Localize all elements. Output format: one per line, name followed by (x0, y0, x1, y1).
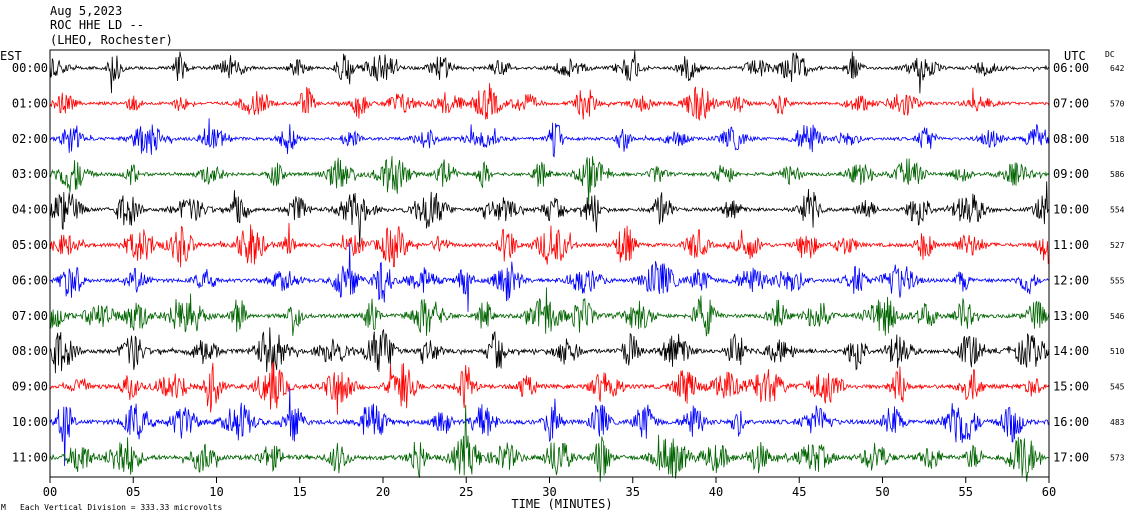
seismic-trace-0200 (49, 118, 1050, 158)
dc-offset-label: 527 (1110, 241, 1125, 250)
x-tick-label: 05 (126, 485, 140, 499)
x-tick-label: 30 (542, 485, 556, 499)
dc-offset-label: 586 (1110, 170, 1125, 179)
est-time-label: 06:00 (12, 273, 48, 287)
utc-time-label: 07:00 (1053, 96, 1089, 110)
seismic-trace-0600 (49, 242, 1050, 312)
dc-offset-label: 554 (1110, 206, 1125, 215)
dc-offset-label: 518 (1110, 135, 1125, 144)
utc-time-label: 16:00 (1053, 415, 1089, 429)
utc-time-label: 13:00 (1053, 309, 1089, 323)
x-tick-label: 20 (376, 485, 390, 499)
seismic-trace-0900 (49, 361, 1050, 415)
x-tick-label: 40 (709, 485, 723, 499)
x-tick-label: 35 (626, 485, 640, 499)
dc-offset-label: 555 (1110, 276, 1125, 285)
utc-axis-label: UTC (1064, 49, 1086, 63)
utc-time-label: 06:00 (1053, 61, 1089, 75)
est-time-label: 09:00 (12, 380, 48, 394)
est-time-label: 08:00 (12, 344, 48, 358)
dc-offset-label: 570 (1110, 99, 1125, 108)
seismic-trace-0400 (49, 181, 1050, 248)
x-tick-label: 25 (459, 485, 473, 499)
x-tick-label: 50 (875, 485, 889, 499)
est-time-label: 01:00 (12, 96, 48, 110)
header-date: Aug 5,2023 (50, 4, 123, 18)
est-time-label: 10:00 (12, 415, 48, 429)
utc-time-label: 12:00 (1053, 273, 1089, 287)
utc-time-label: 08:00 (1053, 132, 1089, 146)
seismic-trace-1000 (49, 387, 1050, 466)
dc-offset-label: 642 (1110, 64, 1125, 73)
x-axis-ticks: 00 05 10 15 20 25 30 35 40 45 50 55 60 (43, 477, 1056, 499)
utc-time-label: 17:00 (1053, 450, 1089, 464)
scale-note: Each Vertical Division = 333.33 microvol… (20, 503, 222, 512)
header-station: ROC HHE LD -- (50, 18, 144, 32)
x-tick-label: 00 (43, 485, 57, 499)
utc-time-label: 09:00 (1053, 167, 1089, 181)
seismic-trace-1100 (49, 404, 1050, 482)
utc-time-label: 15:00 (1053, 380, 1089, 394)
est-time-label: 03:00 (12, 167, 48, 181)
est-time-label: 02:00 (12, 132, 48, 146)
dc-offset-label: 483 (1110, 418, 1125, 427)
est-time-label: 04:00 (12, 203, 48, 217)
dc-column-label: DC (1105, 50, 1115, 59)
dc-offset-label: 546 (1110, 312, 1125, 321)
seismic-trace-0000 (49, 50, 1050, 94)
seismic-trace-0800 (49, 327, 1050, 374)
x-tick-label: 10 (209, 485, 223, 499)
corner-mark: M (1, 503, 6, 512)
seismogram-traces (49, 50, 1050, 482)
est-time-label: 05:00 (12, 238, 48, 252)
x-tick-label: 60 (1042, 485, 1056, 499)
seismic-trace-0500 (49, 222, 1050, 268)
dc-offset-label: 545 (1110, 383, 1125, 392)
utc-time-label: 10:00 (1053, 203, 1089, 217)
row-labels: 00:00 06:00 642 01:00 07:00 570 02:00 08:00 518 0… (12, 61, 1125, 464)
x-axis-title: TIME (MINUTES) (511, 497, 612, 511)
header-location: (LHEO, Rochester) (50, 33, 173, 47)
x-tick-label: 15 (293, 485, 307, 499)
utc-time-label: 11:00 (1053, 238, 1089, 252)
seismic-trace-0300 (49, 155, 1050, 205)
est-time-label: 00:00 (12, 61, 48, 75)
seismic-trace-0700 (49, 287, 1050, 337)
utc-time-label: 14:00 (1053, 344, 1089, 358)
seismic-trace-0100 (49, 83, 1050, 122)
x-tick-label: 55 (959, 485, 973, 499)
x-tick-label: 45 (792, 485, 806, 499)
est-time-label: 11:00 (12, 450, 48, 464)
est-time-label: 07:00 (12, 309, 48, 323)
est-axis-label: EST (0, 49, 22, 63)
dc-offset-label: 510 (1110, 347, 1125, 356)
dc-offset-label: 573 (1110, 453, 1125, 462)
